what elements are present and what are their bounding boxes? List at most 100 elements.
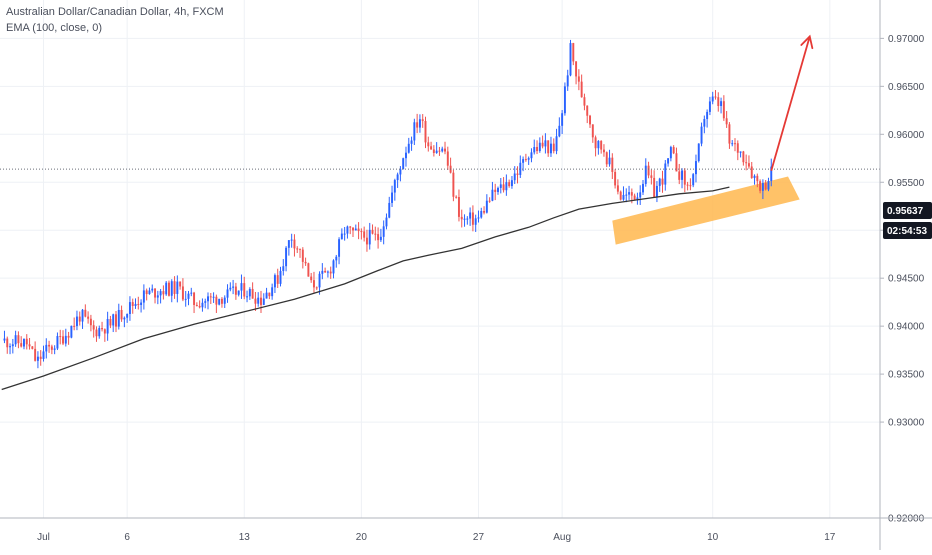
candle-body [572,43,575,62]
candle-body [106,319,109,334]
candle-body [642,183,644,193]
candle-body [633,195,636,200]
candle-body [354,228,357,231]
candle-body [471,212,474,225]
candle-body [628,192,631,195]
candle-body [711,96,714,102]
candle-body [683,170,686,185]
candles [3,39,773,369]
candle-body [273,275,276,288]
candle-body [307,263,310,277]
candle-body [703,119,706,127]
candle-body [580,81,583,98]
candle-body [73,325,76,327]
candle-body [575,61,578,77]
candle-body [388,202,391,218]
candle-body [151,288,154,291]
candle-body [349,226,352,228]
candle-body [555,136,558,152]
ema-line-group [1,186,730,391]
candle-body [466,218,469,220]
candle-body [165,282,168,295]
candle-body [75,316,78,327]
candle-body [483,211,486,213]
candle-body [28,344,31,347]
candle-body [145,290,148,295]
candle-body [212,296,215,298]
candle-body [56,336,59,349]
candle-body [310,276,313,281]
candle-body [287,240,290,248]
candle-body [53,348,56,350]
arrow-head [800,34,814,50]
candle-body [522,159,525,163]
candle-body [148,290,151,295]
candle-body [630,192,633,196]
candle-body [179,281,182,287]
candle-body [70,325,73,338]
candle-body [452,172,455,197]
y-tick-label: 0.94000 [888,322,925,333]
candle-body [533,146,536,153]
candle-body [736,143,739,153]
candle-body [254,298,257,304]
candle-body [658,178,661,186]
candle-body [552,143,555,152]
candle-body [586,105,589,116]
candle-body [352,227,354,231]
candle-body [229,287,232,290]
candle-body [424,120,427,143]
candle-body [207,296,209,302]
countdown-tag-bg [883,222,932,239]
y-tick-label: 0.95500 [888,178,925,189]
candle-body [675,153,678,172]
candle-body [81,309,84,322]
symbol-title[interactable]: Australian Dollar/Canadian Dollar, 4h, F… [6,6,224,18]
candle-body [494,189,497,192]
candle-body [365,237,368,245]
candle-body [689,185,692,187]
candle-body [6,338,9,348]
candle-body [767,181,770,190]
candle-body [739,151,742,153]
candle-body [368,229,371,245]
x-tick-label: Jul [37,532,50,543]
candle-body [3,338,6,341]
legend: Australian Dollar/Canadian Dollar, 4h, F… [6,4,224,36]
countdown-tag-value: 02:54:53 [887,226,927,237]
candle-body [39,356,42,359]
candle-body [154,288,157,298]
candle-body [304,261,307,264]
candle-body [438,150,441,152]
candle-body [731,143,734,145]
support-channel-band [612,176,800,245]
candle-body [667,158,670,164]
candle-body [64,335,67,344]
candle-body [491,189,494,201]
candle-body [497,187,499,192]
candle-body [340,233,343,240]
candle-body [251,288,254,299]
candle-body [92,325,95,330]
candle-body [591,124,594,138]
x-tick-label: 20 [356,532,368,543]
candle-body [759,181,762,191]
indicator-title[interactable]: EMA (100, close, 0) [6,22,102,34]
candle-body [232,286,235,288]
candle-body [201,302,204,308]
projection-arrow [770,34,814,171]
candle-body [725,118,728,125]
candle-body [636,197,639,200]
candle-body [318,273,321,288]
candle-body [282,266,285,271]
candle-body [513,173,516,181]
candle-body [112,314,115,326]
candle-body [460,216,463,220]
candle-body [234,286,237,295]
candle-body [393,180,396,193]
candle-body [50,346,53,350]
candle-body [761,183,764,191]
